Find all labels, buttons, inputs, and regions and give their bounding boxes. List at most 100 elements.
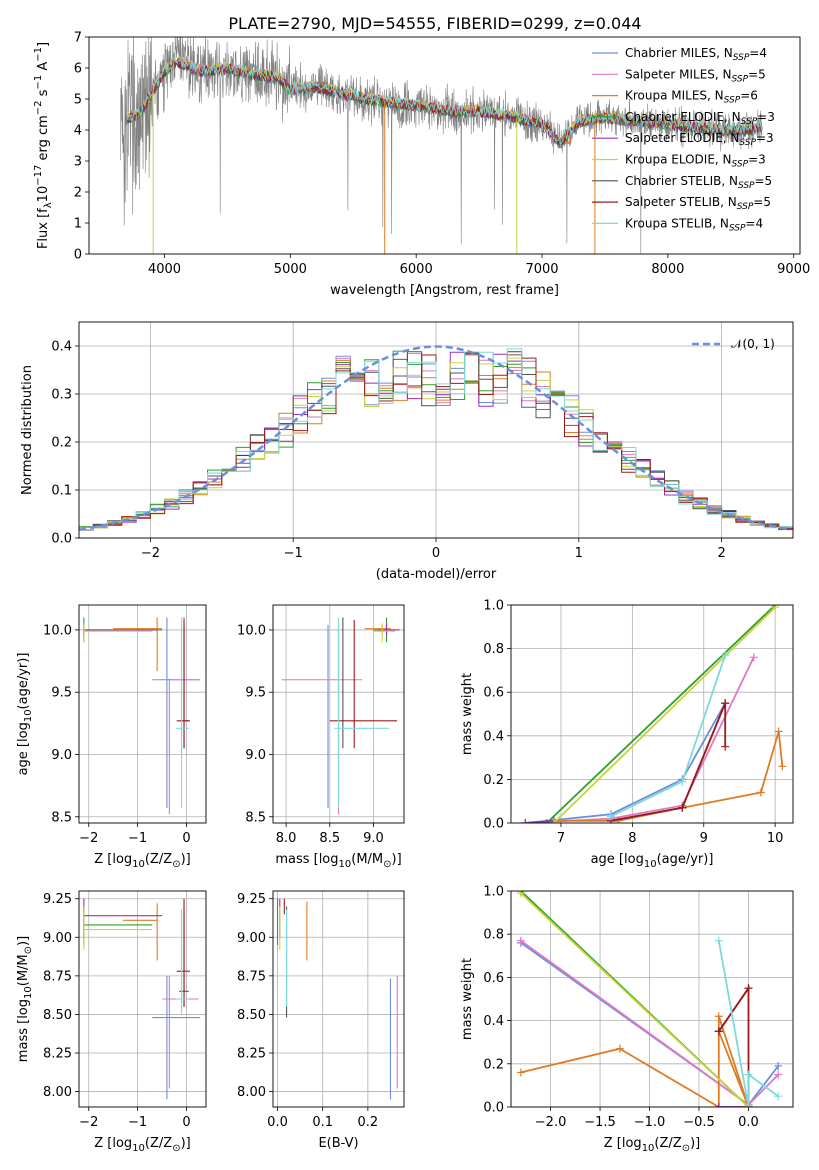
y-axis-label: Normed distribution [20,365,35,495]
y-tick-label: 0.8 [483,928,504,943]
marker-kroupa_stelib [721,651,730,660]
axes-frame [510,890,794,1108]
label-superscript: −1 [33,47,44,62]
marker-kroupa_stelib [744,1103,753,1107]
legend-text: Chabrier MILES, N [625,46,733,60]
model-spectrum-kroupa_stelib [126,58,763,147]
y-axis-label: mass [log10​(M/M⊙​)] [16,936,34,1062]
label-subscript: ⊙ [383,859,391,870]
x-tick-label: 7 [557,831,565,846]
label-subscript: 10 [642,1143,655,1154]
legend-entry: Kroupa STELIB, NSSP=4 [625,216,763,233]
label-text: age [log [591,852,644,867]
marker-salpeter_stelib [721,742,730,751]
axes-spectrum: 4000 5000 6000 7000 8000 9000 0 1 2 3 4 5 6 7 [74,31,811,278]
line-kroupa_stelib [717,940,779,1107]
legend-text: Chabrier ELODIE, N [625,110,741,124]
y-axis-label: Flux [fλ​10−17​ erg cm−2​ s−1​ A−1​] [33,42,54,249]
y-tick-label: 9.5 [245,686,266,701]
x-tick-label: −1.5 [584,1115,616,1130]
x-tick-label: 8000 [651,262,684,277]
label-text: )] [392,852,402,867]
label-text: age [log [16,722,31,775]
legend-subscript: SSP [732,160,749,170]
legend-entry: Kroupa MILES, NSSP=6 [625,89,758,106]
y-tick-label: 0.4 [483,1014,504,1029]
x-axis-label: Z [log10​(Z/Z⊙​)] [604,1136,700,1154]
label-text: erg cm [36,115,51,164]
y-tick-label: 0.0 [51,532,72,547]
y-tick-label: 8.50 [237,1008,266,1023]
y-tick-label: 0.8 [483,642,504,657]
legend-entry: Kroupa ELODIE, NSSP=3 [625,153,766,170]
legend-text: =3 [748,153,766,167]
axes-frame [78,321,794,539]
y-tick-label: 0.6 [483,686,504,701]
marker-salpeter_stelib [714,1027,723,1036]
y-tick-label: 0.2 [483,773,504,788]
axes-frame [88,36,801,255]
marker-kroupa_elodie [549,819,558,823]
plot-area-spectrum [120,37,763,254]
marker-kroupa_miles [714,1012,723,1021]
line-chabrier_miles [525,702,726,823]
legend-text: Salpeter MILES, N [625,67,732,81]
x-axis-label: Z [log10​(Z/Z⊙​)] [94,852,190,870]
label-text: (Z/Z [654,1136,681,1151]
label-subscript: λ [43,202,54,208]
x-tick-label: 0.0 [738,1115,759,1130]
y-axis-label: age [log10​(age/yr)] [16,653,34,776]
legend-subscript: SSP [739,138,756,148]
label-text: )] [181,1136,191,1151]
x-tick-label: −1 [284,546,303,561]
y-tick-label: 0.2 [483,1057,504,1072]
legend-entry: Chabrier STELIB, NSSP=5 [625,174,772,191]
histogram-kroupa_stelib [79,348,793,531]
label-text: Flux [f [36,208,51,249]
marker-salpeter_miles [516,936,525,945]
y-tick-label: 2 [74,186,82,201]
x-axis-label: mass [log10​(M/M⊙​)] [275,852,401,870]
legend-subscript: SSP [732,74,749,84]
y-tick-label: 8.75 [43,969,72,984]
x-tick-label: 10 [767,831,784,846]
x-tick-label: 5000 [274,262,307,277]
line-kroupa_miles [520,1016,750,1107]
marker-salpeter_elodie [714,1103,723,1107]
label-superscript: −17 [33,165,44,186]
legend-text: =5 [753,195,771,209]
y-tick-label: 9.00 [43,931,72,946]
plot-area-mass_weight_vs_age [521,605,787,823]
marker-salpeter_stelib [744,984,753,993]
plot-area-age_vs_Z [83,617,201,815]
label-subscript: 10 [132,1143,145,1154]
x-tick-label: −1.0 [634,1115,666,1130]
x-tick-label: 4000 [148,262,181,277]
legend-subscript: SSP [741,117,758,127]
x-tick-label: −1 [128,831,147,846]
marker-kroupa_stelib [714,936,723,945]
legend-entry: Salpeter MILES, NSSP=5 [625,67,766,84]
legend-text: =4 [749,46,767,60]
x-tick-label: 0.0 [267,1115,288,1130]
marker-kroupa_miles [516,1068,525,1077]
y-tick-label: 9.25 [237,892,266,907]
y-tick-label: 0.0 [483,1101,504,1116]
x-tick-label: 0 [432,546,440,561]
line-chabrier_elodie [546,605,776,823]
label-text: (data-model)/error [376,567,497,582]
legend-subscript: SSP [737,202,754,212]
y-axis-label: mass weight [460,673,475,755]
x-tick-label: 0.2 [358,1115,379,1130]
legend-text: =6 [740,89,758,103]
y-tick-label: 7 [74,31,82,46]
x-axis-label: Z [log10​(Z/Z⊙​)] [94,1136,190,1154]
label-superscript: −2 [33,100,44,115]
x-tick-label: −2 [141,546,160,561]
label-subscript: 10 [339,859,352,870]
y-tick-label: 8.00 [237,1085,266,1100]
label-text: )] [690,1136,700,1151]
y-tick-label: 9.0 [51,748,72,763]
